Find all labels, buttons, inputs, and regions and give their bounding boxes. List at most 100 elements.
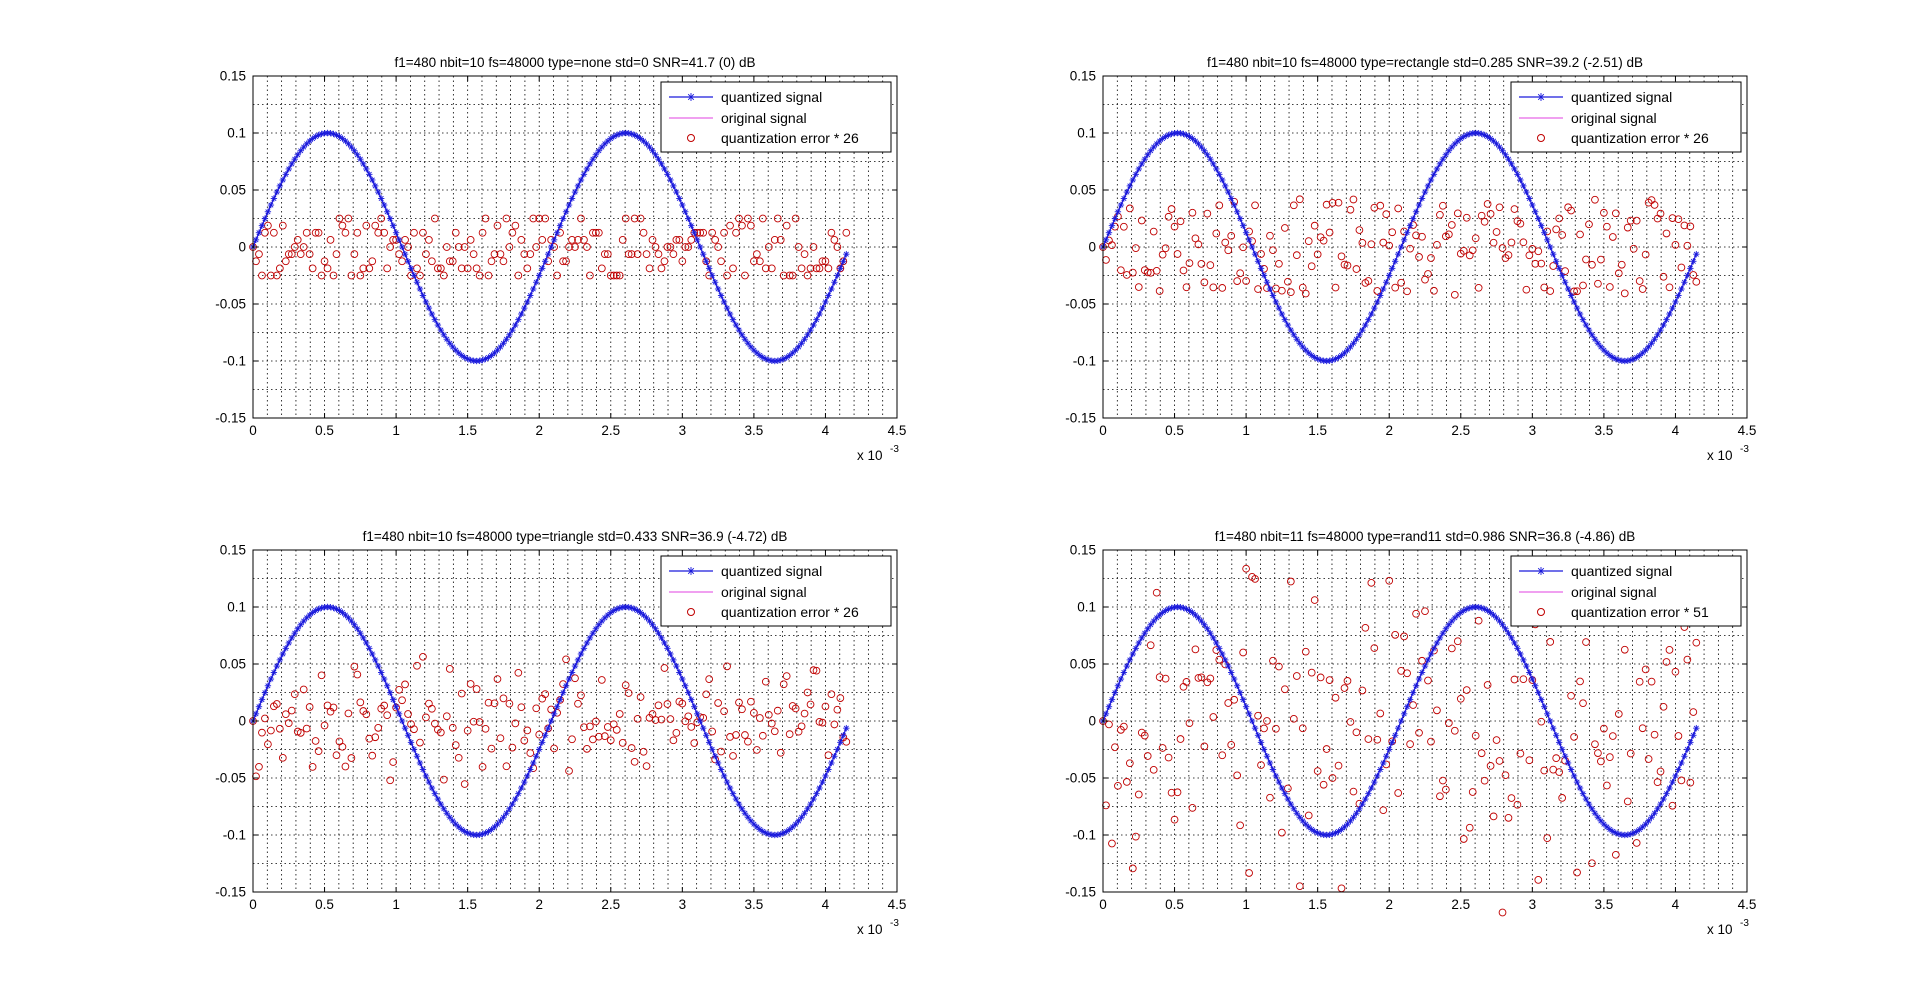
error-point — [1540, 283, 1549, 292]
quantized-point — [577, 650, 585, 658]
error-point — [1483, 200, 1492, 208]
error-point — [496, 250, 505, 258]
x-tick-label: 1.5 — [1308, 423, 1327, 438]
error-point — [1468, 788, 1477, 796]
quantized-point — [515, 316, 522, 323]
error-point — [1543, 834, 1552, 842]
error-point — [383, 711, 392, 720]
quantized-point — [804, 331, 811, 339]
quantized-point — [1406, 222, 1414, 229]
quantized-point — [1281, 790, 1289, 797]
quantized-point — [1529, 675, 1536, 683]
error-point — [311, 228, 320, 237]
quantized-point — [667, 176, 674, 184]
quantized-point — [571, 662, 579, 670]
quantized-point — [363, 165, 370, 173]
error-point — [1185, 259, 1194, 267]
quantized-point — [1624, 831, 1631, 838]
error-point — [1278, 828, 1286, 837]
quantized-point — [807, 326, 814, 334]
error-point — [1516, 219, 1525, 228]
quantized-point — [1544, 236, 1551, 244]
quantized-point — [407, 265, 415, 272]
error-point — [1218, 284, 1227, 292]
error-point — [302, 228, 311, 237]
quantized-point — [688, 222, 695, 229]
error-point — [439, 775, 448, 784]
quantized-point — [1207, 629, 1214, 637]
quantized-point — [536, 272, 543, 279]
quantized-point — [795, 817, 802, 825]
error-point — [1510, 675, 1519, 684]
error-point — [374, 228, 383, 237]
quantized-point — [1430, 171, 1438, 178]
error-point — [1137, 216, 1146, 225]
error-point — [350, 250, 359, 258]
error-point — [466, 236, 475, 244]
quantized-point — [1654, 331, 1661, 339]
quantized-point — [1359, 326, 1366, 334]
quantized-point — [1526, 195, 1533, 202]
quantized-point — [1547, 717, 1554, 725]
error-point — [642, 250, 651, 258]
error-point — [550, 744, 558, 753]
error-point — [1507, 238, 1516, 247]
quantized-point — [395, 710, 403, 718]
quantized-point — [756, 826, 764, 833]
quantized-point — [828, 285, 835, 293]
error-point — [511, 221, 520, 230]
quantized-point — [834, 746, 841, 753]
quantized-point — [1615, 356, 1622, 364]
error-point — [1492, 736, 1501, 744]
error-point — [812, 666, 821, 675]
quantized-point — [327, 130, 334, 137]
error-point — [690, 228, 699, 237]
error-point — [386, 243, 394, 251]
quantized-point — [1111, 215, 1119, 222]
y-tick-label: 0 — [1088, 714, 1096, 729]
quantized-point — [1633, 354, 1640, 361]
error-point — [1412, 231, 1420, 240]
error-point — [1358, 686, 1367, 695]
error-point — [1292, 672, 1301, 680]
y-tick-label: 0.15 — [1070, 69, 1096, 84]
quantized-point — [354, 151, 361, 158]
error-point — [806, 700, 815, 709]
error-point — [1489, 238, 1498, 247]
quantized-point — [416, 285, 424, 293]
error-point — [281, 710, 290, 719]
error-point — [1158, 250, 1167, 259]
quantized-point — [288, 634, 295, 642]
error-point — [511, 719, 520, 728]
error-point — [255, 250, 263, 258]
quantized-point — [1239, 696, 1247, 703]
error-point — [1424, 270, 1432, 278]
error-point — [1361, 623, 1370, 632]
error-point — [779, 680, 788, 689]
quantized-point — [1117, 675, 1125, 683]
error-point — [1415, 728, 1423, 737]
error-point — [377, 214, 386, 223]
error-point — [1394, 204, 1403, 213]
x-tick-label: 3 — [1529, 897, 1537, 912]
error-point — [654, 701, 663, 710]
quantized-point — [458, 826, 465, 833]
error-point — [592, 717, 600, 726]
quantized-point — [1225, 188, 1232, 196]
error-point — [517, 703, 526, 712]
quantized-point — [1257, 265, 1265, 272]
error-point — [278, 221, 287, 230]
error-point — [1412, 609, 1420, 618]
quantized-point — [1579, 316, 1587, 323]
quantized-point — [536, 746, 543, 753]
quantized-point — [1242, 703, 1250, 710]
error-point — [779, 271, 788, 280]
quantized-point — [1514, 645, 1521, 652]
x-tick-label: 3 — [679, 423, 687, 438]
quantized-point — [1391, 258, 1399, 265]
legend-swatch-asterisk — [1537, 93, 1545, 101]
quantized-point — [556, 696, 564, 703]
error-point — [275, 264, 284, 273]
y-tick-label: -0.05 — [1065, 771, 1096, 786]
x-tick-label: 3.5 — [744, 897, 763, 912]
